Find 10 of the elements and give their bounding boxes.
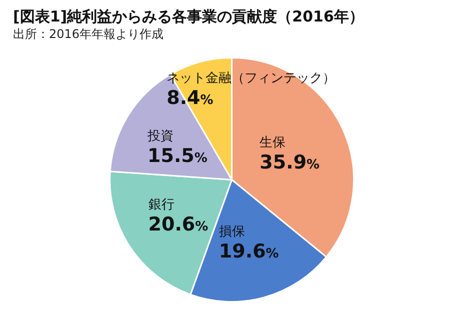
data-label: 19.6% [218, 240, 279, 262]
chart-subtitle: 出所：2016年年報より作成 [13, 27, 164, 41]
data-label: 15.5% [147, 144, 208, 167]
slice-label: 損保 [218, 224, 245, 240]
data-label: 20.6% [148, 214, 208, 236]
slice-label: 生保 [260, 135, 286, 150]
slice-label: 投資 [146, 128, 174, 144]
data-label: 35.9% [260, 151, 320, 174]
slice-label: 銀行 [148, 198, 174, 213]
chart-title: [図表1]純利益からみる各事業の貢献度（2016年） [13, 8, 364, 26]
